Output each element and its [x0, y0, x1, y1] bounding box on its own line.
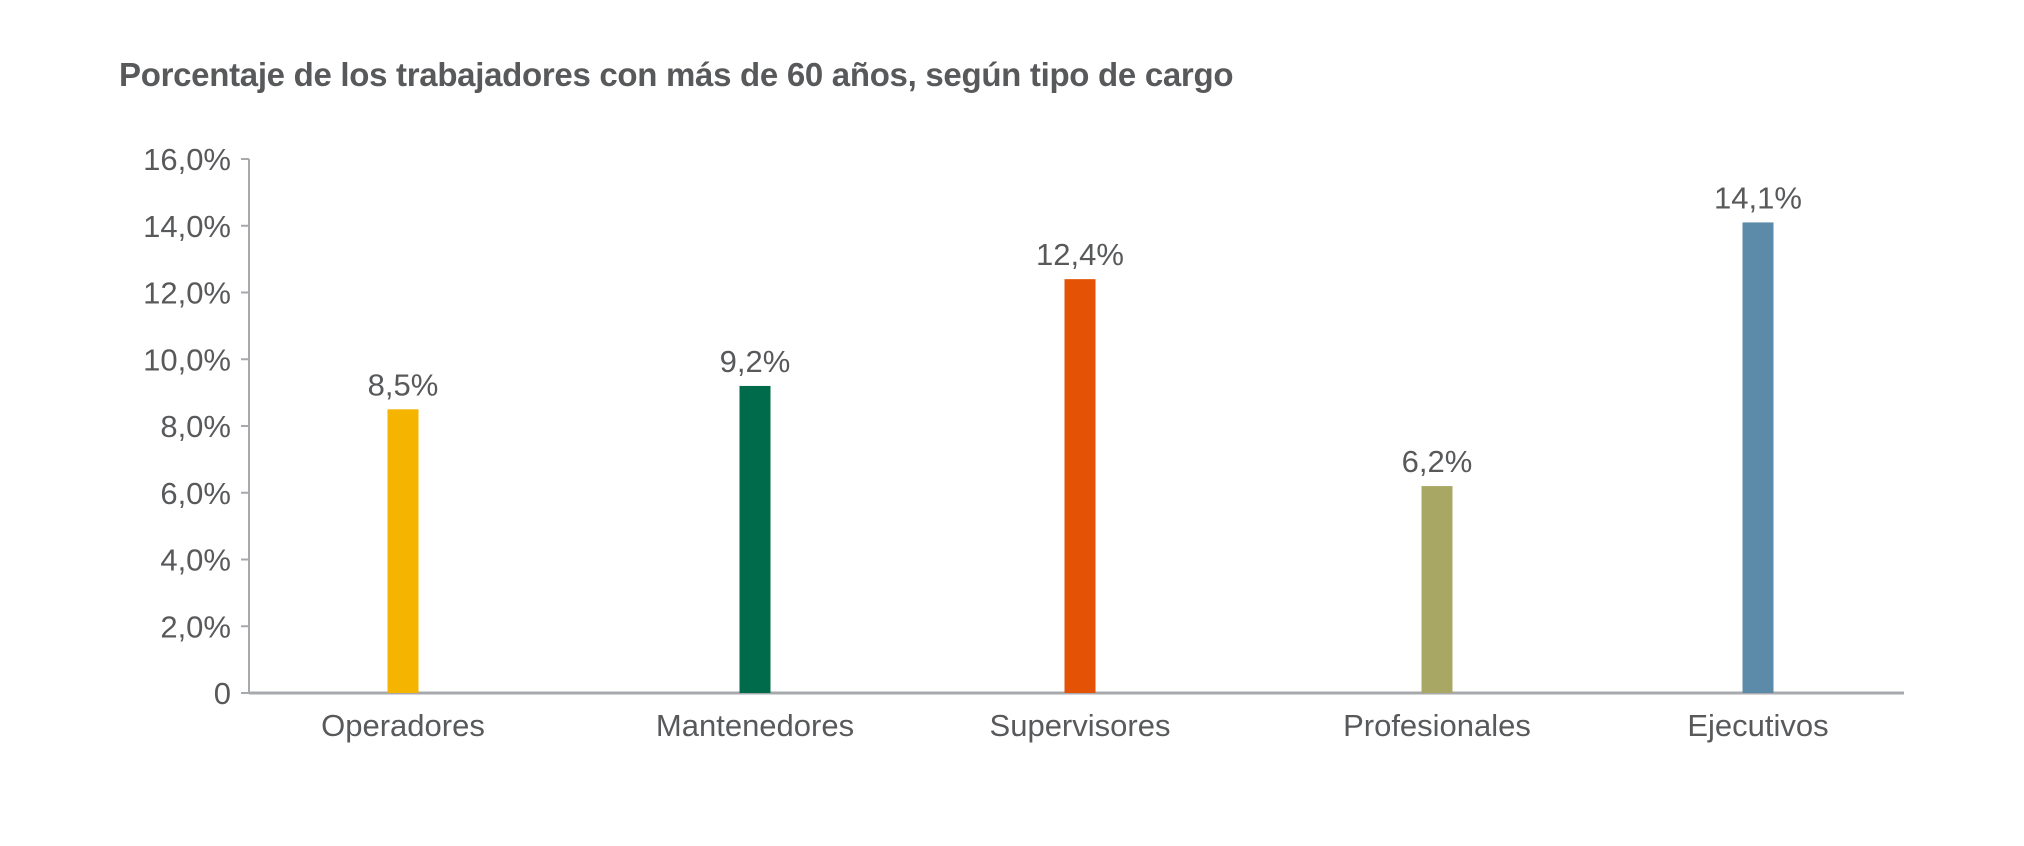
y-tick-label: 2,0% [160, 609, 231, 644]
y-tick-label: 10,0% [143, 342, 231, 377]
x-tick-label: Mantenedores [656, 708, 854, 743]
y-tick-label: 4,0% [160, 543, 231, 578]
bar-ejecutivos [1742, 222, 1774, 693]
y-tick-label: 16,0% [143, 142, 231, 177]
bar-mantenedores [739, 385, 771, 693]
y-tick-label: 6,0% [160, 476, 231, 511]
y-tick-label: 8,0% [160, 409, 231, 444]
y-tick-label: 0 [214, 676, 231, 711]
x-tick-label: Operadores [321, 708, 485, 743]
data-label: 9,2% [720, 344, 791, 379]
chart-title: Porcentaje de los trabajadores con más d… [119, 56, 1234, 93]
x-tick-label: Ejecutivos [1687, 708, 1828, 743]
bar-profesionales [1421, 486, 1453, 693]
x-tick-label: Supervisores [990, 708, 1171, 743]
data-label: 12,4% [1036, 237, 1124, 272]
x-tick-label: Profesionales [1343, 708, 1531, 743]
y-tick-label: 12,0% [143, 276, 231, 311]
y-tick-label: 14,0% [143, 209, 231, 244]
data-label: 8,5% [368, 367, 439, 402]
data-label: 14,1% [1714, 180, 1802, 215]
bar-supervisores [1064, 279, 1096, 693]
data-label: 6,2% [1402, 444, 1473, 479]
bar-operadores [387, 409, 419, 693]
